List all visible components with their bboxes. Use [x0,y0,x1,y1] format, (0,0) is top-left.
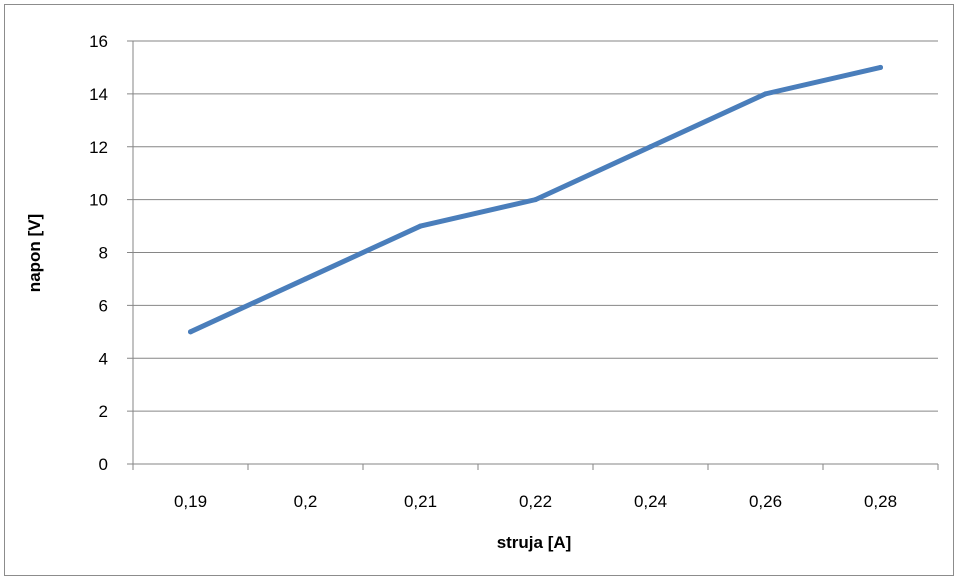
x-axis-title: struja [A] [497,533,572,552]
x-tick-label: 0,2 [294,492,318,511]
x-tick-label: 0,24 [634,492,667,511]
x-tick-label: 0,21 [404,492,437,511]
series-layer [188,64,883,335]
y-tick-label: 14 [89,85,108,104]
data-point [303,276,308,282]
y-tick-labels: 0 2 4 6 8 10 12 14 16 [89,32,108,474]
chart-frame [4,4,954,576]
y-tick-label: 0 [99,455,108,474]
data-point [533,197,538,203]
axes [127,40,939,470]
y-tick-label: 8 [99,244,108,263]
x-tick-label: 0,26 [749,492,782,511]
x-tick-label: 0,22 [519,492,552,511]
y-tick-label: 2 [99,402,108,421]
y-axis-title: napon [V] [25,214,44,292]
x-tick-label: 0,28 [864,492,897,511]
data-point [188,329,193,335]
x-tick-labels: 0,19 0,2 0,21 0,22 0,24 0,26 0,28 [174,492,897,511]
y-tick-label: 4 [99,349,108,368]
x-tick-label: 0,19 [174,492,207,511]
y-tick-label: 6 [99,296,108,315]
y-tick-label: 12 [89,138,108,157]
y-tick-label: 16 [89,32,108,51]
data-point [878,64,883,70]
gridlines [133,40,938,412]
y-tick-label: 10 [89,191,108,210]
data-point [648,144,653,150]
data-point [763,91,768,97]
data-point [418,223,423,229]
